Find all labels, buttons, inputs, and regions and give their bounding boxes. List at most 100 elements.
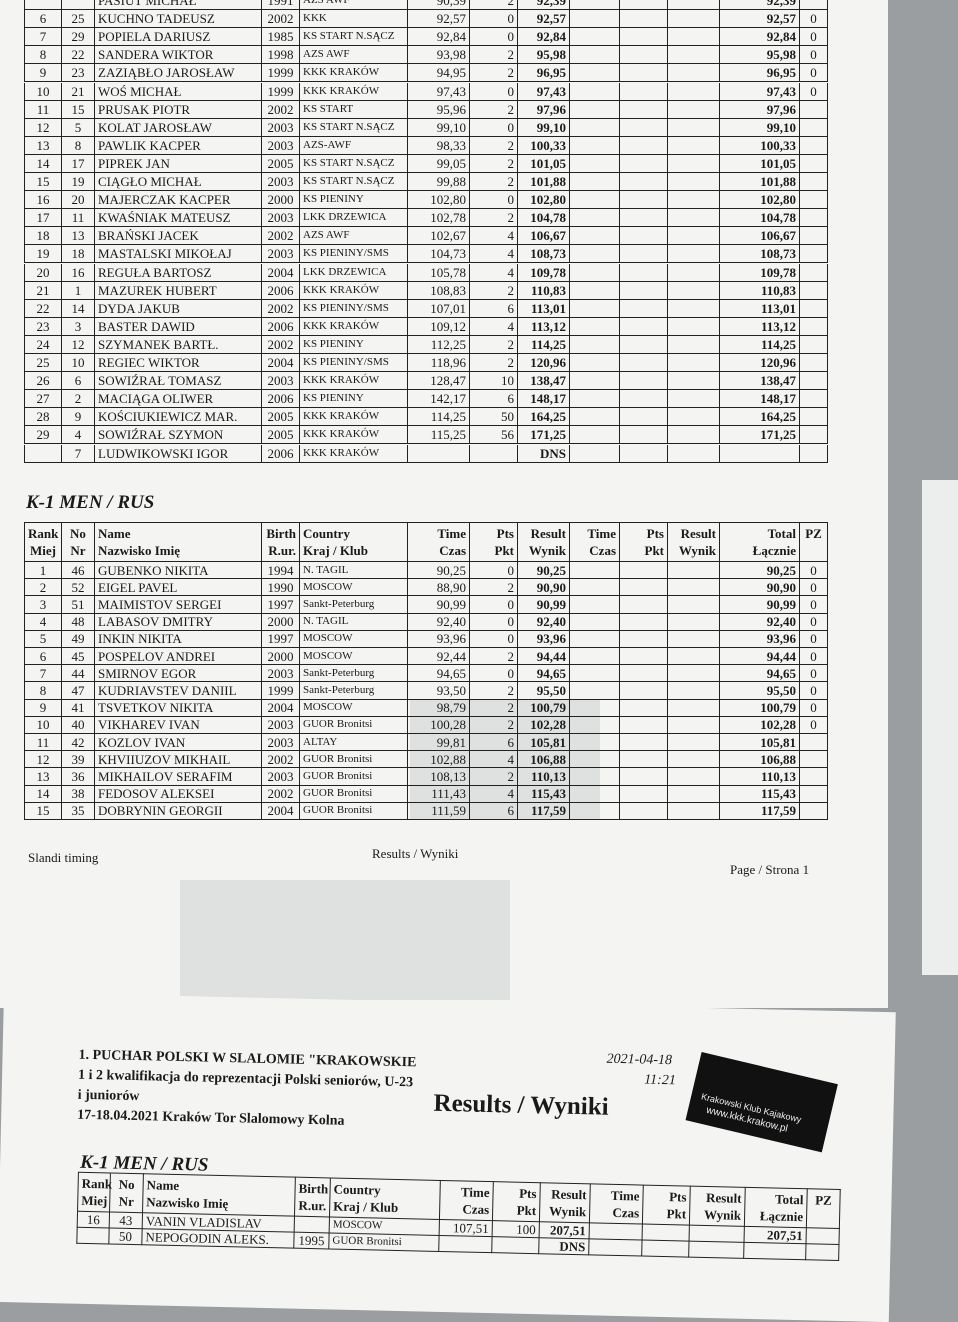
- cell-club: MOSCOW: [300, 699, 408, 717]
- cell-total: 108,73: [720, 245, 800, 264]
- cell-name: GUBENKO NIKITA: [95, 562, 262, 580]
- cell-club: LKK DRZEWICA: [300, 209, 408, 228]
- cell-pz: [800, 299, 828, 318]
- cell-pz: 0: [800, 579, 828, 597]
- cell-pz: 0: [800, 682, 828, 700]
- header-cell: Time Czas: [570, 522, 620, 562]
- cell-rank: 27: [24, 390, 62, 409]
- cell-pz: [800, 173, 828, 192]
- cell-time2: [570, 802, 620, 820]
- cell-name: BASTER DAWID: [95, 317, 262, 336]
- cell-result2: [668, 408, 720, 427]
- cell-no: 17: [62, 154, 95, 173]
- header-en: PZ: [805, 526, 822, 541]
- cell-result2: [668, 390, 720, 409]
- cell-club: KS START N.SĄCZ: [300, 154, 408, 173]
- cell-time2: [570, 716, 620, 734]
- cell-rank: 1: [24, 562, 62, 580]
- cell-name: MAJERCZAK KACPER: [95, 191, 262, 210]
- cell-result: 93,96: [518, 630, 570, 648]
- cell-time: 99,81: [408, 734, 470, 752]
- cell-club: GUOR Bronitsi: [300, 768, 408, 786]
- header-cell: Pts Pkt: [492, 1181, 541, 1223]
- cell-pz: 0: [800, 10, 828, 29]
- cell-result2: [689, 1241, 745, 1259]
- cell-club: KKK KRAKÓW: [300, 408, 408, 427]
- cell-result: 164,25: [518, 408, 570, 427]
- cell-rank: 15: [24, 802, 62, 820]
- cell-result: 101,05: [518, 154, 570, 173]
- cell-birth: 2000: [262, 648, 300, 666]
- cell-time: 107,51: [439, 1219, 493, 1238]
- cell-time2: [570, 118, 620, 137]
- cell-pts: 4: [470, 227, 518, 246]
- cell-rank: 29: [24, 426, 62, 445]
- cell-birth: 1999: [262, 682, 300, 700]
- cell-time: 95,96: [408, 100, 470, 119]
- cell-no: 20: [62, 191, 95, 210]
- cell-pts: 2: [470, 0, 518, 11]
- cell-pts: [470, 444, 518, 463]
- cell-result2: [668, 751, 720, 769]
- cell-pts: 2: [470, 100, 518, 119]
- cell-total: 120,96: [720, 354, 800, 373]
- cell-rank: 18: [24, 227, 62, 246]
- cell-no: 1: [62, 281, 95, 300]
- cell-time2: [589, 1239, 643, 1257]
- cell-pts2: [620, 751, 668, 769]
- cell-no: 50: [109, 1228, 143, 1246]
- cell-result2: [668, 281, 720, 300]
- cell-club: GUOR Bronitsi: [300, 751, 408, 769]
- cell-birth: 2002: [262, 335, 300, 354]
- cell-club: N. TAGIL: [300, 613, 408, 631]
- cell-total: 110,83: [720, 281, 800, 300]
- cell-club: KKK KRAKÓW: [300, 64, 408, 83]
- header-en: Pts: [519, 1185, 537, 1202]
- cell-no: 42: [62, 734, 95, 752]
- cell-name: DYDA JAKUB: [95, 299, 262, 318]
- cell-time: 94,95: [408, 64, 470, 83]
- header-pl: Łącznie: [759, 1208, 804, 1225]
- cell-no: 44: [62, 665, 95, 683]
- cell-result2: [668, 596, 720, 614]
- cell-pz: [800, 100, 828, 119]
- cell-pts2: [620, 785, 668, 803]
- cell-rank: 17: [24, 209, 62, 228]
- cell-time2: [570, 699, 620, 717]
- cell-club: KKK KRAKÓW: [300, 317, 408, 336]
- cell-total: 102,28: [720, 716, 800, 734]
- cell-pts2: [620, 335, 668, 354]
- cell-total: 113,12: [720, 317, 800, 336]
- cell-time2: [570, 648, 620, 666]
- cell-club: GUOR Bronitsi: [300, 785, 408, 803]
- cell-pts2: [620, 0, 668, 11]
- cell-rank: 20: [24, 263, 62, 282]
- cell-no: 19: [62, 173, 95, 192]
- cell-total: 95,50: [720, 682, 800, 700]
- cell-time: 90,25: [408, 562, 470, 580]
- cell-pz: [800, 785, 828, 803]
- cell-name: KHVIIUZOV MIKHAIL: [95, 751, 262, 769]
- cell-time2: [570, 299, 620, 318]
- cell-birth: 1985: [262, 28, 300, 47]
- cell-total: 106,67: [720, 227, 800, 246]
- cell-club: KS PIENINY: [300, 191, 408, 210]
- cell-result: DNS: [539, 1238, 590, 1256]
- cell-total: 99,10: [720, 118, 800, 137]
- cell-pts: 10: [470, 372, 518, 391]
- cell-result: 113,01: [518, 299, 570, 318]
- cell-name: KOZLOV IVAN: [95, 734, 262, 752]
- cell-result: 95,50: [518, 682, 570, 700]
- cell-birth: 1999: [262, 82, 300, 101]
- cell-pts: 2: [470, 281, 518, 300]
- cell-rank: 8: [24, 682, 62, 700]
- header-pl: Pkt: [666, 1206, 687, 1222]
- cell-name: PIPREK JAN: [95, 154, 262, 173]
- cell-pts2: [620, 64, 668, 83]
- cell-time: 142,17: [408, 390, 470, 409]
- header-pl: Czas: [589, 543, 616, 558]
- cell-rank: 14: [24, 154, 62, 173]
- cell-pts2: [620, 630, 668, 648]
- cell-club: N. TAGIL: [300, 562, 408, 580]
